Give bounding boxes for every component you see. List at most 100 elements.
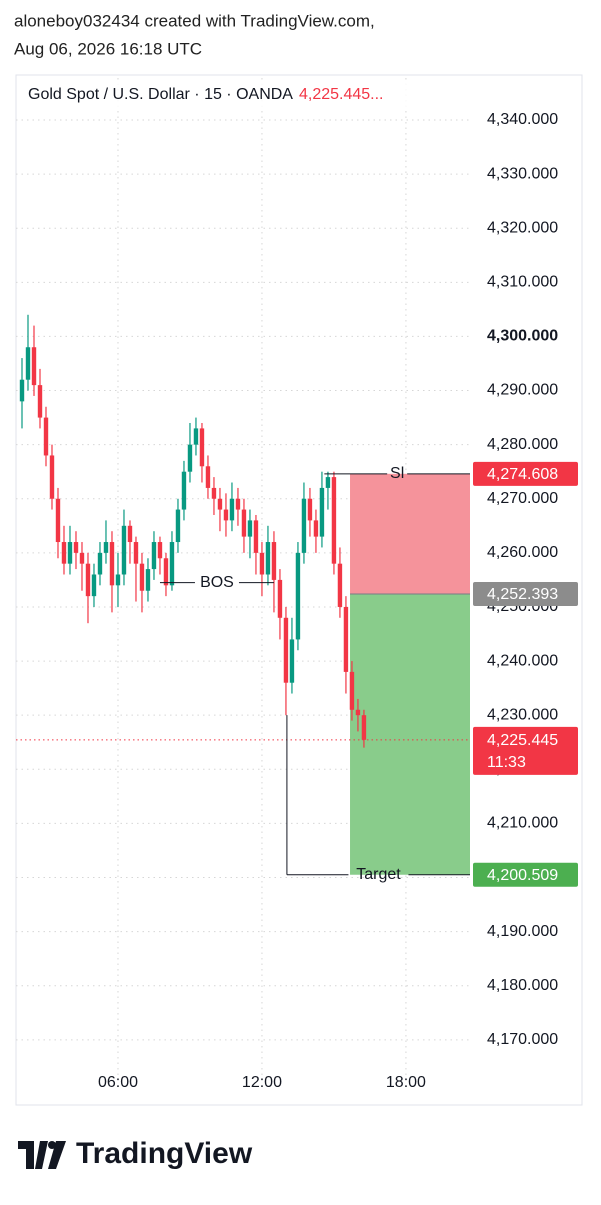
- x-tick-label: 12:00: [242, 1074, 282, 1091]
- y-tick-label: 4,290.000: [487, 382, 558, 399]
- candle-body: [19, 379, 25, 402]
- candle-body: [355, 709, 361, 716]
- y-tick-label: 4,320.000: [487, 219, 558, 236]
- legend-price: 4,225.445...: [299, 86, 384, 103]
- candle-body: [103, 542, 109, 553]
- candle-body: [271, 542, 277, 580]
- target-badge: [473, 862, 578, 887]
- candle-body: [349, 671, 355, 710]
- candle-body: [115, 574, 121, 586]
- candle-body: [265, 542, 271, 575]
- countdown-label: 11:33: [487, 754, 526, 771]
- candle-body: [97, 552, 103, 575]
- candle-body: [187, 444, 193, 472]
- candle-body: [241, 509, 247, 537]
- candle-body: [181, 471, 187, 510]
- candle-body: [289, 639, 295, 683]
- y-tick-label: 4,230.000: [487, 706, 558, 723]
- target-badge-label: 4,200.509: [487, 867, 558, 884]
- header-line: Aug 06, 2026 16:18 UTC: [14, 39, 202, 58]
- candle-body: [79, 552, 85, 564]
- candle-body: [55, 498, 61, 543]
- candle-body: [283, 617, 289, 683]
- y-tick-label: 4,170.000: [487, 1031, 558, 1048]
- candle-body: [73, 542, 79, 553]
- candle-body: [217, 498, 223, 510]
- y-tick-label: 4,270.000: [487, 490, 558, 507]
- x-tick-label: 06:00: [98, 1074, 138, 1091]
- logo: TradingView: [18, 1137, 253, 1170]
- candle-body: [205, 466, 211, 488]
- candle-body: [25, 347, 31, 380]
- y-tick-label: 4,190.000: [487, 923, 558, 940]
- candle-body: [229, 498, 235, 521]
- candle-body: [91, 574, 97, 597]
- candle-body: [235, 498, 241, 510]
- y-tick-label: 4,180.000: [487, 977, 558, 994]
- candle-body: [109, 542, 115, 586]
- plot: 4,340.000 4,330.000 4,320.000 4,310.000 4,30…: [16, 78, 578, 1091]
- candle-body: [319, 487, 325, 537]
- candle-body: [247, 520, 253, 537]
- stop-zone: [350, 473, 470, 595]
- candle-body: [157, 542, 163, 559]
- candle-body: [127, 525, 133, 543]
- y-tick-label: 4,330.000: [487, 165, 558, 182]
- y-tick-label: 4,300.000: [487, 328, 558, 345]
- target-zone: [350, 594, 470, 875]
- y-tick-label: 4,340.000: [487, 111, 558, 128]
- entry-badge-label: 4,252.393: [487, 586, 558, 603]
- y-tick-label: 4,240.000: [487, 652, 558, 669]
- candle-body: [361, 715, 367, 740]
- logo-text: TradingView: [76, 1137, 253, 1170]
- candle-body: [223, 509, 229, 521]
- y-tick-label: 4,310.000: [487, 274, 558, 291]
- entry-badge: [473, 582, 578, 607]
- candle-body: [67, 542, 73, 564]
- candle-body: [331, 477, 337, 564]
- header-line: aloneboy032434 created with TradingView.…: [14, 11, 375, 30]
- candle-body: [301, 498, 307, 553]
- candle-body: [133, 542, 139, 564]
- candle-body: [139, 563, 145, 591]
- candle-body: [253, 520, 259, 553]
- last-price-label: 4,225.445: [487, 732, 558, 749]
- candle-body: [37, 385, 43, 418]
- candle-body: [325, 477, 331, 488]
- candle-body: [307, 498, 313, 521]
- candle-body: [199, 428, 205, 467]
- candle-body: [151, 542, 157, 570]
- candle-body: [193, 428, 199, 445]
- annotation-label: BOS: [200, 574, 234, 591]
- stop-badge-label: 4,274.608: [487, 466, 558, 483]
- candle-body: [175, 509, 181, 543]
- last-price-badge: [473, 726, 578, 775]
- legend-bg: [22, 82, 442, 108]
- candle-body: [43, 417, 49, 456]
- candle-body: [259, 552, 265, 575]
- annotation-label: Target: [356, 866, 401, 883]
- y-tick-label: 4,280.000: [487, 436, 558, 453]
- legend-title: Gold Spot / U.S. Dollar · 15 · OANDA: [28, 86, 293, 103]
- candle-body: [211, 487, 217, 499]
- candle-body: [343, 606, 349, 672]
- candle-body: [337, 563, 343, 607]
- x-tick-label: 18:00: [386, 1074, 426, 1091]
- candle-body: [277, 579, 283, 618]
- candle-body: [169, 542, 175, 586]
- y-tick-label: 4,210.000: [487, 815, 558, 832]
- candle-body: [121, 525, 127, 575]
- candle-body: [313, 520, 319, 537]
- candle-body: [49, 455, 55, 499]
- candle-body: [61, 542, 67, 564]
- candle-body: [31, 347, 37, 386]
- candle-body: [145, 569, 151, 591]
- chart-frame: [15, 74, 583, 1106]
- candle-body: [85, 563, 91, 597]
- candle-body: [295, 552, 301, 640]
- candle-body: [163, 558, 169, 586]
- stop-badge: [473, 461, 578, 486]
- annotation-label: Sl: [390, 465, 404, 482]
